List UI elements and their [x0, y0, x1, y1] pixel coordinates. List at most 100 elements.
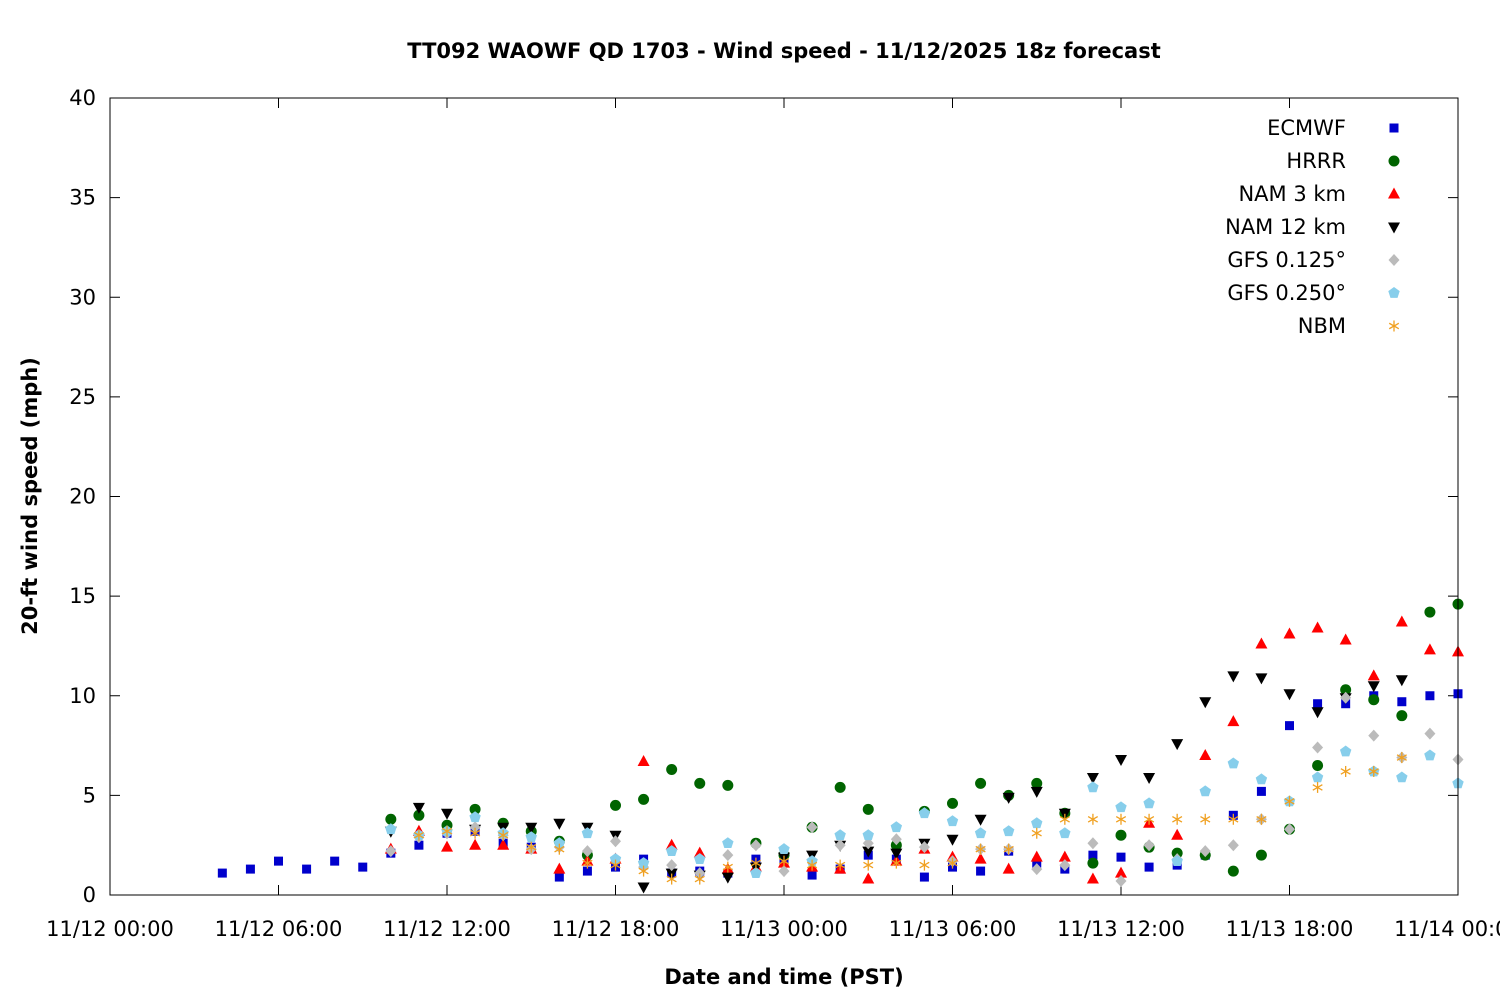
x-tick-label: 11/13 00:00	[720, 917, 848, 941]
legend-label: GFS 0.250°	[1227, 281, 1346, 305]
y-tick-label: 25	[69, 385, 96, 409]
data-point	[385, 845, 397, 858]
data-point	[469, 827, 481, 839]
data-point	[1368, 694, 1380, 706]
legend-marker	[1388, 320, 1400, 332]
data-point	[1368, 765, 1379, 777]
data-point	[1339, 745, 1352, 757]
data-point	[245, 864, 255, 874]
data-point	[1088, 850, 1098, 860]
data-point	[1199, 697, 1212, 709]
data-point	[722, 837, 734, 849]
data-point	[274, 856, 283, 866]
y-tick-label: 40	[69, 86, 96, 110]
data-point	[637, 755, 650, 767]
series-hrrr	[385, 598, 1464, 877]
legend-label: NAM 12 km	[1225, 215, 1346, 239]
data-point	[581, 827, 594, 839]
data-point	[1031, 777, 1043, 789]
data-point	[946, 834, 959, 846]
data-point	[497, 838, 510, 850]
data-point	[582, 857, 593, 869]
data-point	[750, 839, 762, 852]
data-point	[441, 840, 453, 852]
data-point	[610, 799, 621, 811]
data-point	[1311, 621, 1324, 633]
data-point	[1087, 837, 1099, 850]
data-point	[974, 852, 987, 864]
data-point	[1058, 850, 1071, 862]
data-point	[806, 859, 818, 871]
data-point	[330, 856, 340, 866]
data-point	[637, 857, 650, 868]
data-point	[694, 873, 705, 885]
data-point	[1031, 863, 1043, 876]
data-point	[862, 837, 874, 850]
data-point	[721, 872, 734, 884]
data-point	[974, 814, 987, 826]
series-gfs-0-125	[385, 691, 1464, 888]
data-point	[1086, 872, 1099, 884]
data-point	[975, 843, 986, 855]
data-point	[413, 829, 425, 841]
data-point	[694, 853, 706, 864]
data-point	[1227, 671, 1240, 683]
data-point	[1030, 850, 1043, 862]
legend-marker	[1389, 123, 1399, 133]
data-point	[919, 859, 930, 871]
data-point	[1227, 715, 1240, 727]
data-point	[1312, 781, 1323, 793]
data-point	[834, 781, 846, 793]
y-tick-label: 0	[83, 883, 96, 907]
series-nbm	[413, 752, 1407, 885]
data-point	[1115, 801, 1127, 813]
data-point	[1059, 859, 1071, 872]
data-point	[863, 859, 874, 871]
data-point	[890, 833, 902, 846]
data-point	[1087, 857, 1099, 869]
data-point	[498, 829, 509, 841]
data-point	[1002, 792, 1015, 804]
data-point	[1227, 839, 1239, 852]
data-point	[1003, 843, 1014, 855]
data-point	[834, 839, 846, 852]
legend-marker	[1388, 155, 1400, 167]
legend-label: NAM 3 km	[1238, 182, 1346, 206]
data-point	[1397, 697, 1407, 707]
data-point	[1425, 691, 1435, 701]
data-points	[217, 598, 1464, 894]
data-point	[722, 849, 734, 862]
data-point	[302, 864, 312, 874]
data-point	[581, 845, 593, 858]
data-point	[1367, 669, 1380, 681]
x-tick-label: 11/13 18:00	[1226, 917, 1354, 941]
y-tick-label: 30	[69, 285, 96, 309]
data-point	[666, 873, 677, 885]
data-point	[919, 872, 929, 882]
data-point	[1283, 627, 1296, 639]
data-point	[918, 807, 931, 819]
data-point	[1255, 849, 1267, 861]
data-point	[1396, 771, 1408, 783]
data-point	[1284, 795, 1295, 807]
data-point	[412, 802, 425, 814]
data-point	[217, 868, 227, 878]
data-point	[610, 835, 621, 848]
data-point	[862, 829, 874, 841]
legend-marker	[1388, 187, 1400, 199]
data-point	[1283, 689, 1296, 701]
data-point	[1340, 684, 1352, 696]
data-point	[1116, 852, 1126, 862]
data-point	[666, 859, 678, 872]
data-point	[1115, 813, 1127, 825]
data-point	[1311, 771, 1324, 783]
data-point	[1172, 813, 1183, 825]
data-point	[554, 843, 565, 855]
data-point	[385, 823, 397, 835]
data-point	[413, 809, 425, 821]
data-point	[441, 825, 453, 837]
data-point	[637, 882, 650, 894]
legend-marker	[1388, 287, 1400, 298]
data-point	[1228, 813, 1239, 825]
